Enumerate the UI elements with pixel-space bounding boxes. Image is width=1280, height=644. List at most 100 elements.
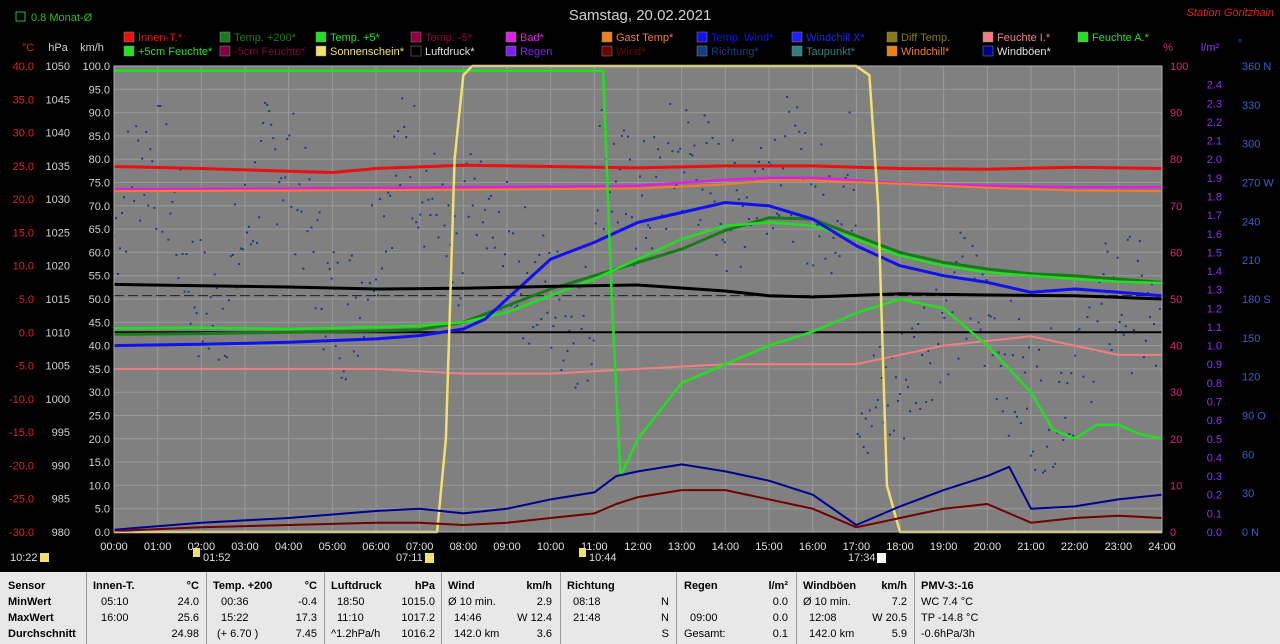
legend-item-swatch[interactable]: [791, 31, 803, 43]
legend-item-label: Regen: [520, 46, 552, 58]
wind-direction-point: [568, 329, 571, 332]
wind-direction-point: [209, 296, 212, 299]
wind-direction-point: [834, 251, 837, 254]
wind-direction-point: [401, 97, 404, 100]
wind-direction-point: [868, 409, 871, 412]
direction-tick-label: 270 W: [1242, 178, 1274, 190]
wind-tick-label: 60.0: [89, 247, 110, 259]
wind-direction-point: [1140, 274, 1143, 277]
wind-direction-point: [387, 191, 390, 194]
wind-direction-point: [457, 304, 460, 307]
wind-direction-point: [1027, 346, 1030, 349]
wind-direction-point: [544, 280, 547, 283]
time-tick-label: 03:00: [231, 541, 259, 553]
legend-item-swatch[interactable]: [982, 31, 994, 43]
wind-direction-point: [489, 194, 492, 197]
wind-direction-point: [1078, 328, 1081, 331]
pressure-tick-label: 985: [52, 494, 70, 506]
legend-item-swatch[interactable]: [696, 45, 708, 57]
legend-item-swatch[interactable]: [886, 45, 898, 57]
wind-direction-point: [645, 236, 648, 239]
wind-direction-point: [701, 188, 704, 191]
wind-direction-point: [685, 109, 688, 112]
legend-item-swatch[interactable]: [601, 45, 613, 57]
wind-direction-point: [171, 200, 174, 203]
wind-direction-point: [554, 316, 557, 319]
wind-direction-point: [546, 311, 549, 314]
wind-direction-point: [1040, 379, 1043, 382]
stats-regen-min: 0.0: [772, 596, 788, 608]
wind-direction-point: [709, 192, 712, 195]
wind-direction-point: [534, 261, 537, 264]
wind-direction-point: [503, 253, 506, 256]
wind-direction-point: [1007, 434, 1010, 437]
series-line-4: [113, 176, 1162, 191]
avg-toggle-checkbox[interactable]: [15, 11, 26, 22]
wind-direction-point: [288, 134, 291, 137]
stats-pmv-dewpoint: TP -14.8 °C: [921, 612, 979, 624]
wind-direction-point: [812, 264, 815, 267]
wind-direction-point: [487, 197, 490, 200]
wind-direction-point: [316, 219, 319, 222]
wind-direction-point: [1021, 356, 1024, 359]
wind-direction-point: [610, 210, 613, 213]
unit-hpa: hPa: [48, 42, 68, 54]
wind-direction-point: [205, 312, 208, 315]
wind-direction-point: [689, 153, 692, 156]
wind-direction-point: [824, 257, 827, 260]
wind-direction-point: [1044, 469, 1047, 472]
wind-direction-point: [776, 212, 779, 215]
legend-item-swatch[interactable]: [219, 31, 231, 43]
wind-direction-point: [1130, 372, 1133, 375]
wind-direction-point: [1042, 471, 1045, 474]
direction-tick-label: 30: [1242, 488, 1254, 500]
wind-direction-point: [713, 200, 716, 203]
wind-direction-point: [913, 335, 916, 338]
wind-direction-point: [147, 204, 150, 207]
wind-direction-point: [356, 354, 359, 357]
wind-direction-point: [304, 146, 307, 149]
time-tick-label: 05:00: [319, 541, 347, 553]
legend-item-swatch[interactable]: [123, 31, 135, 43]
wind-direction-point: [622, 129, 625, 132]
legend-item-swatch[interactable]: [601, 31, 613, 43]
humidity-tick-label: 90: [1170, 108, 1182, 120]
stats-boeen-column: Windböen km/h Ø 10 min. 7.2 12:08 W 20.5…: [803, 576, 909, 642]
legend-item-swatch[interactable]: [505, 31, 517, 43]
legend-item-swatch[interactable]: [410, 45, 422, 57]
wind-direction-point: [739, 265, 742, 268]
legend-item-swatch[interactable]: [315, 31, 327, 43]
legend-item-swatch[interactable]: [791, 45, 803, 57]
wind-direction-point: [421, 201, 424, 204]
wind-direction-point: [260, 140, 263, 143]
time-tick-label: 00:00: [100, 541, 128, 553]
pressure-tick-label: 1005: [46, 361, 70, 373]
rain-tick-label: 1.7: [1207, 210, 1222, 222]
legend-item-swatch[interactable]: [982, 45, 994, 57]
rain-tick-label: 1.6: [1207, 229, 1222, 241]
legend-item-swatch[interactable]: [886, 31, 898, 43]
wind-direction-point: [185, 253, 188, 256]
rain-tick-label: 1.3: [1207, 285, 1222, 297]
stats-regen-total-label: Gesamt:: [684, 628, 726, 640]
legend-item-swatch[interactable]: [696, 31, 708, 43]
legend-item-swatch[interactable]: [410, 31, 422, 43]
rain-tick-label: 0.6: [1207, 415, 1222, 427]
wind-direction-point: [993, 317, 996, 320]
direction-tick-label: 180 S: [1242, 294, 1271, 306]
rain-tick-label: 1.9: [1207, 173, 1222, 185]
legend-item-swatch[interactable]: [1077, 31, 1089, 43]
wind-direction-point: [520, 293, 523, 296]
wind-direction-point: [298, 183, 301, 186]
legend-item-swatch[interactable]: [505, 45, 517, 57]
wind-direction-point: [375, 278, 377, 281]
legend-item-swatch[interactable]: [315, 45, 327, 57]
rain-tick-label: 0.7: [1207, 397, 1222, 409]
wind-direction-point: [854, 224, 857, 227]
time-tick-label: 10:00: [537, 541, 565, 553]
wind-direction-point: [538, 253, 541, 256]
wind-direction-point: [1142, 356, 1145, 359]
legend-item-swatch[interactable]: [123, 45, 135, 57]
wind-direction-point: [892, 429, 895, 432]
legend-item-swatch[interactable]: [219, 45, 231, 57]
